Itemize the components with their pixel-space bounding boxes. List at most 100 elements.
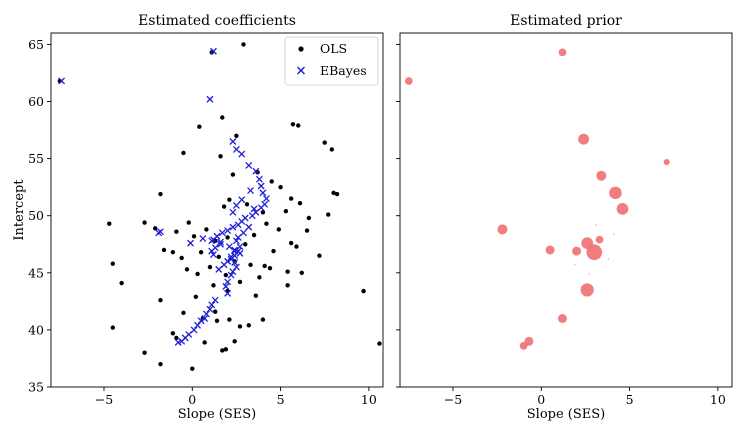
ebayes-point: [232, 237, 240, 245]
ebayes-point: [201, 315, 209, 322]
y-tick-label-coefficients: 50: [28, 208, 44, 223]
ols-point: [170, 250, 176, 255]
ols-point: [243, 242, 248, 247]
ebayes-point: [194, 321, 202, 329]
ols-point: [329, 147, 334, 152]
prior-mass-point: [545, 245, 555, 255]
ols-point: [110, 325, 116, 330]
ebayes-point: [257, 182, 265, 190]
prior-mass-point: [519, 342, 528, 350]
ols-point: [278, 184, 283, 190]
ebayes-point: [252, 167, 260, 175]
prior-panel: Estimated prior −5 0 5 10 Slope (SES): [396, 13, 733, 422]
chart-title-prior: Estimated prior: [510, 13, 622, 29]
ebayes-point: [245, 223, 253, 231]
y-tick-label-coefficients: 35: [28, 380, 44, 395]
ols-point: [211, 283, 216, 288]
ebayes-point: [238, 150, 246, 158]
ols-point: [234, 133, 239, 138]
legend: OLS EBayes: [284, 36, 379, 86]
ebayes-point: [210, 251, 217, 258]
ebayes-point: [250, 205, 258, 213]
ols-point: [334, 191, 340, 197]
ols-point: [158, 361, 163, 367]
ols-point: [190, 366, 195, 371]
prior-mass-point: [595, 235, 604, 244]
ols-point: [264, 221, 269, 226]
ols-point: [142, 220, 147, 225]
prior-mass-point: [557, 314, 567, 323]
x-tick-label-prior: 10: [710, 392, 726, 407]
ebayes-point: [234, 221, 242, 229]
ols-point: [207, 264, 213, 270]
ebayes-point: [229, 223, 237, 231]
ebayes-point: [208, 247, 216, 255]
ols-point: [204, 227, 209, 232]
ols-point: [317, 253, 322, 258]
ebayes-point: [217, 238, 224, 246]
ols-point: [152, 226, 158, 231]
prior-mass-point: [595, 224, 597, 226]
ebayes-point: [210, 236, 217, 244]
y-tick-label-coefficients: 55: [28, 151, 44, 166]
ebayes-point: [208, 301, 216, 309]
ebayes-point: [227, 271, 235, 279]
ols-point: [246, 323, 251, 328]
plot-frame-prior: [399, 32, 733, 388]
ols-point: [170, 331, 176, 336]
ebayes-point: [232, 201, 240, 209]
ebayes-point: [229, 268, 237, 276]
legend-label-ebayes: EBayes: [320, 63, 367, 78]
marks-coefficients: [57, 42, 382, 371]
ols-point: [142, 350, 147, 355]
ols-point: [283, 208, 289, 214]
ebayes-point: [231, 259, 239, 266]
ebayes-point: [224, 278, 232, 286]
ols-point: [306, 215, 312, 221]
ols-point: [184, 267, 190, 272]
ebayes-point: [222, 283, 230, 290]
ols-point: [174, 335, 179, 341]
ols-point: [232, 259, 237, 264]
ols-point: [158, 191, 163, 197]
prior-mass-point: [663, 158, 670, 166]
ols-point: [161, 247, 167, 253]
ebayes-point: [224, 289, 232, 297]
chart-title-coefficients: Estimated coefficients: [138, 13, 296, 29]
ebayes-point: [187, 239, 194, 247]
legend-marker-ebayes: [297, 66, 305, 75]
ebayes-point: [197, 317, 205, 325]
ols-point: [218, 154, 223, 159]
ols-point: [179, 255, 184, 261]
ols-point: [269, 179, 274, 184]
y-tick-label-coefficients: 65: [28, 37, 44, 52]
ols-point: [248, 262, 253, 268]
ols-point: [225, 235, 230, 240]
ols-point: [331, 190, 336, 196]
legend-marker-ols: [298, 46, 304, 52]
ols-point: [214, 318, 220, 323]
ols-point: [260, 210, 266, 215]
ebayes-point: [262, 195, 270, 203]
ols-point: [202, 340, 207, 345]
prior-mass-point: [616, 202, 629, 215]
x-tick-label-coefficients: 10: [361, 392, 377, 407]
ols-point: [241, 42, 246, 47]
x-tick-label-coefficients: 5: [277, 392, 285, 407]
x-tick-label-prior: −5: [444, 392, 462, 407]
x-tick-label-coefficients: 0: [188, 392, 196, 407]
ebayes-point: [224, 227, 232, 235]
ebayes-point: [245, 162, 253, 169]
ebayes-point: [259, 189, 267, 197]
ebayes-point: [227, 253, 235, 261]
ebayes-point: [217, 240, 224, 248]
ols-point: [221, 204, 227, 209]
x-tick-label-coefficients: −5: [95, 392, 113, 407]
ebayes-point: [247, 187, 255, 195]
ols-point: [223, 272, 229, 278]
ols-point: [377, 341, 382, 346]
y-tick-label-coefficients: 40: [28, 322, 44, 337]
prior-mass-point: [572, 246, 582, 256]
ols-point: [290, 122, 296, 127]
